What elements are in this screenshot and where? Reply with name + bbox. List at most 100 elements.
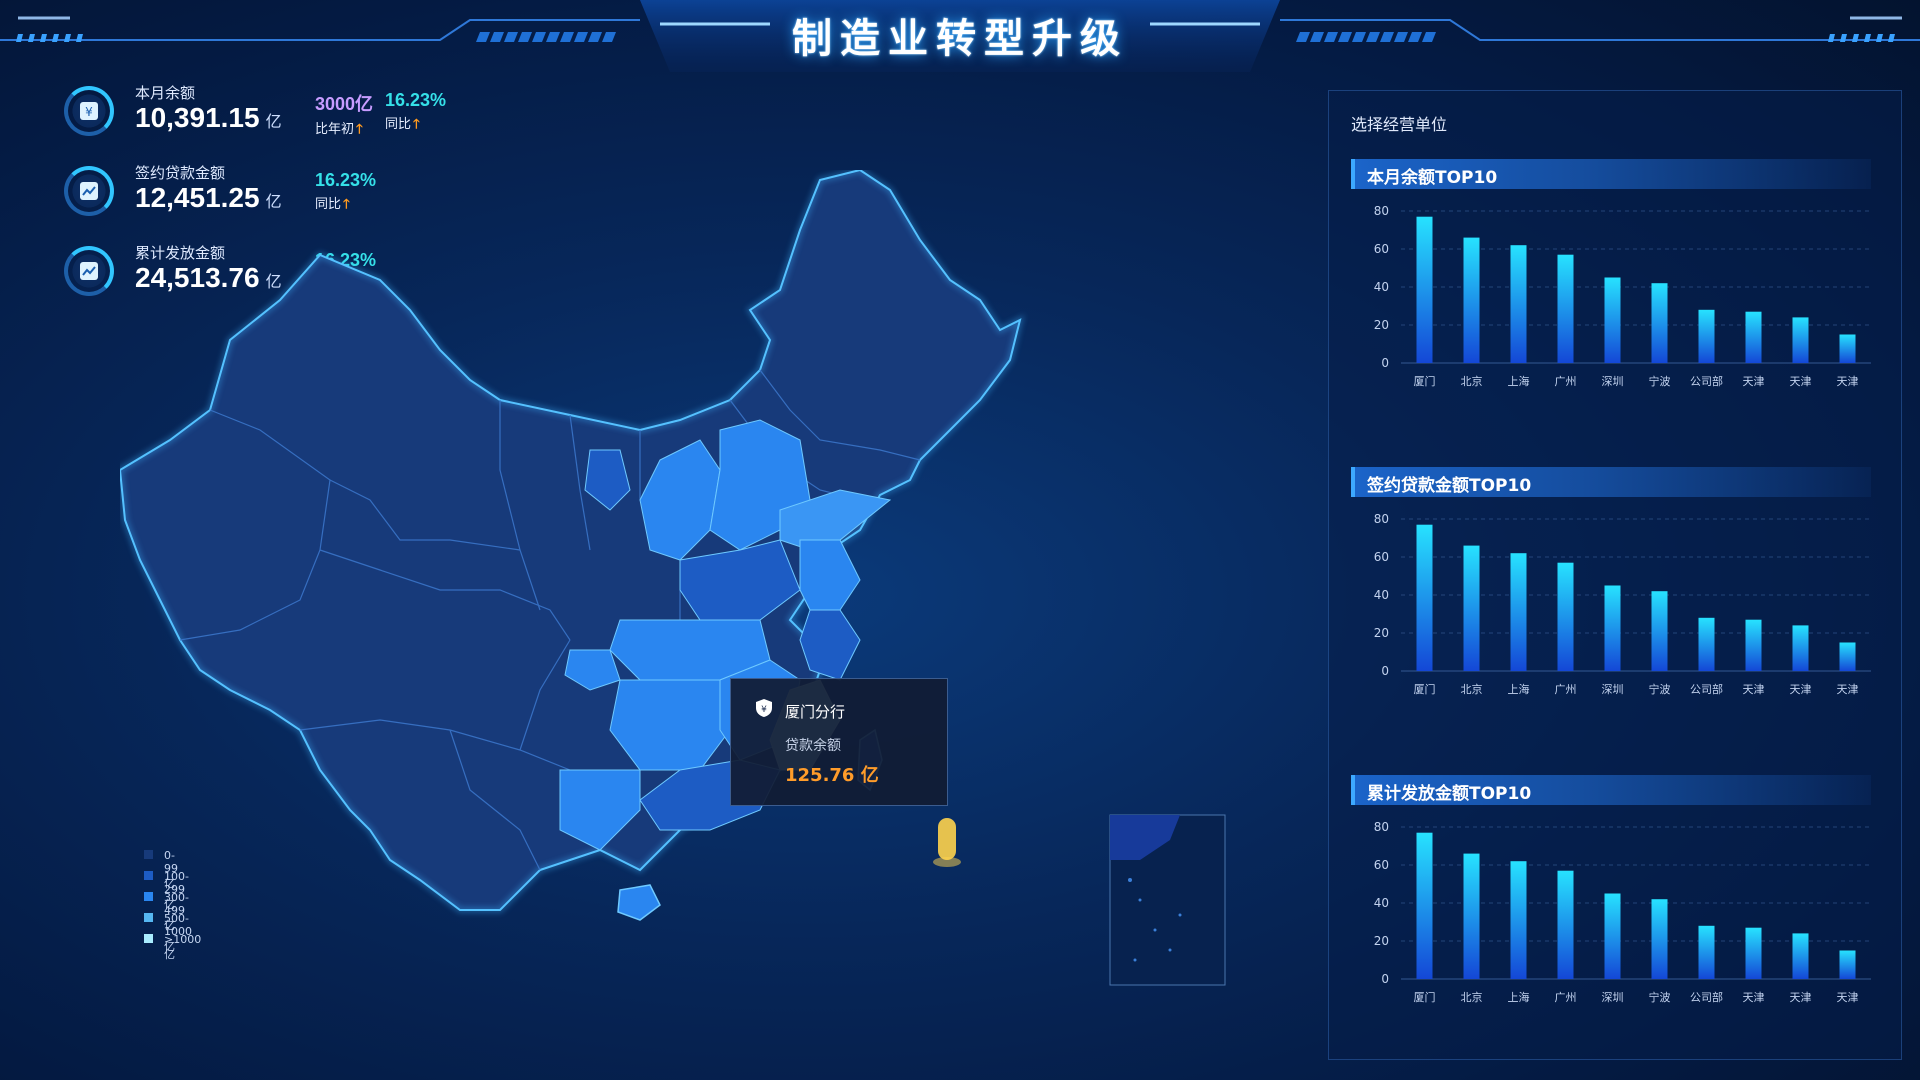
kpi-stat-yoy: 16.23% 同比🡑	[315, 170, 377, 212]
chart-title-bar: 本月余额TOP10	[1351, 159, 1871, 189]
chart-title: 签约贷款金额TOP10	[1367, 476, 1532, 496]
header-frame	[0, 0, 1920, 72]
bar[interactable]	[1698, 617, 1715, 671]
y-tick-label: 0	[1381, 972, 1389, 986]
china-map[interactable]	[120, 170, 1240, 1010]
bar[interactable]	[1745, 311, 1762, 363]
kpi-value: 12,451.25 亿	[135, 182, 282, 213]
y-tick-label: 20	[1374, 318, 1389, 332]
bar[interactable]	[1651, 591, 1668, 671]
kpi-label: 签约贷款金额	[135, 164, 226, 182]
bar[interactable]	[1745, 619, 1762, 671]
map-province-chongqing[interactable]	[564, 649, 621, 691]
bar[interactable]	[1698, 925, 1715, 979]
chart-trend-icon	[64, 166, 114, 216]
x-tick-label: 北京	[1461, 682, 1483, 696]
balance-icon: ¥	[64, 86, 114, 136]
tooltip-value: 125.76 亿	[785, 765, 879, 786]
x-tick-label: 天津	[1790, 375, 1812, 388]
bar-chart: 0 20 40 60 80 厦门 北京 上海 广州 深圳 宁波 公司部 天津 天津 天津	[1374, 512, 1871, 696]
chart-title: 本月余额TOP10	[1367, 168, 1498, 188]
y-tick-label: 80	[1374, 512, 1389, 526]
map-location-pin[interactable]	[933, 818, 961, 867]
bar[interactable]	[1651, 899, 1668, 979]
bar-chart: 0 20 40 60 80 厦门 北京 上海 广州 深圳 宁波 公司部 天津 天津 天津	[1374, 820, 1871, 1004]
bar[interactable]	[1557, 870, 1574, 979]
x-tick-label: 天津	[1790, 683, 1812, 696]
svg-text:¥: ¥	[761, 705, 767, 715]
bar[interactable]	[1557, 254, 1574, 363]
kpi-list: ¥ 本月余额 10,391.15 亿 3000亿 比年初 🡑 16.23% 同比 🡑 …	[60, 80, 520, 320]
y-tick-label: 0	[1381, 356, 1389, 370]
header: 制造业转型升级	[0, 0, 1920, 90]
bar[interactable]	[1745, 927, 1762, 979]
bar[interactable]	[1604, 893, 1621, 980]
bar[interactable]	[1792, 625, 1809, 671]
bar[interactable]	[1416, 216, 1433, 363]
x-tick-label: 广州	[1555, 683, 1577, 696]
map-province-jiangsu[interactable]	[799, 539, 861, 611]
bar[interactable]	[1510, 553, 1527, 671]
bar[interactable]	[1510, 245, 1527, 363]
bar[interactable]	[1604, 277, 1621, 364]
x-tick-label: 北京	[1461, 990, 1483, 1004]
bar[interactable]	[1792, 317, 1809, 363]
bar[interactable]	[1463, 545, 1480, 671]
map-province-henan[interactable]	[679, 539, 801, 621]
bar[interactable]	[1416, 524, 1433, 671]
bar[interactable]	[1463, 237, 1480, 363]
map-province-shanxi[interactable]	[639, 439, 721, 561]
ranking-panel: 选择经营单位 本月余额TOP10 0 20 40 60 80 厦门 北京 上海 广州 深圳 宁波 公司…	[1328, 90, 1902, 1060]
chart-cumulative-issued: 累计发放金额TOP10 0 20 40 60 80 厦门 北京 上海 广州 深圳 宁波 公司部 天津 天津…	[1351, 775, 1891, 1025]
shield-icon: ¥	[756, 699, 772, 717]
x-tick-label: 厦门	[1414, 682, 1436, 696]
map-province-ningxia[interactable]	[584, 449, 631, 511]
x-tick-label: 宁波	[1649, 682, 1671, 696]
chart-signed-loans: 签约贷款金额TOP10 0 20 40 60 80 厦门 北京 上海 广州 深圳 宁波 公司部 天津 天津…	[1351, 467, 1891, 717]
y-tick-label: 80	[1374, 820, 1389, 834]
x-tick-label: 天津	[1837, 375, 1859, 388]
bar[interactable]	[1839, 334, 1856, 364]
y-tick-label: 20	[1374, 626, 1389, 640]
bar[interactable]	[1651, 283, 1668, 363]
x-tick-label: 厦门	[1414, 374, 1436, 388]
kpi-cumulative-issued: 累计发放金额 24,513.76亿 16.23% 同比🡑	[60, 240, 520, 320]
y-tick-label: 20	[1374, 934, 1389, 948]
bar[interactable]	[1557, 562, 1574, 671]
bar[interactable]	[1839, 950, 1856, 980]
x-tick-label: 天津	[1837, 991, 1859, 1004]
kpi-label: 累计发放金额	[135, 244, 226, 262]
x-tick-label: 宁波	[1649, 990, 1671, 1004]
map-province-guangxi[interactable]	[559, 769, 641, 851]
business-unit-selector[interactable]: 选择经营单位	[1351, 115, 1448, 134]
bar[interactable]	[1463, 853, 1480, 979]
y-tick-label: 80	[1374, 204, 1389, 218]
kpi-monthly-balance: ¥ 本月余额 10,391.15 亿 3000亿 比年初 🡑 16.23% 同比 🡑	[60, 80, 520, 160]
chart-trend-icon	[64, 246, 114, 296]
kpi-signed-loans: 签约贷款金额 12,451.25 亿 16.23% 同比 🡑	[60, 160, 520, 240]
bar[interactable]	[1510, 861, 1527, 979]
bar[interactable]	[1698, 309, 1715, 363]
x-tick-label: 公司部	[1690, 682, 1723, 696]
x-tick-label: 深圳	[1602, 375, 1624, 388]
x-tick-label: 天津	[1837, 683, 1859, 696]
bar[interactable]	[1416, 832, 1433, 979]
bar[interactable]	[1839, 642, 1856, 672]
arrow-up-icon: 🡑	[413, 117, 420, 132]
tooltip-label: 贷款余额	[785, 738, 841, 754]
chart-monthly-balance: 本月余额TOP10 0 20 40 60 80 厦门 北京 上海 广州 深圳 宁波 公司部 天津 天津 天津	[1351, 159, 1891, 409]
chart-title-bar: 签约贷款金额TOP10	[1351, 467, 1871, 497]
x-tick-label: 深圳	[1602, 683, 1624, 696]
arrow-up-icon: 🡑	[356, 122, 363, 137]
bar[interactable]	[1604, 585, 1621, 672]
y-tick-label: 60	[1374, 242, 1389, 256]
x-tick-label: 广州	[1555, 991, 1577, 1004]
bar[interactable]	[1792, 933, 1809, 979]
x-tick-label: 厦门	[1414, 990, 1436, 1004]
y-tick-label: 40	[1374, 896, 1389, 910]
south-china-sea-inset	[1109, 814, 1226, 986]
kpi-value: 10,391.15 亿	[135, 102, 282, 133]
map-island-hainan[interactable]	[617, 884, 661, 921]
kpi-label: 本月余额	[135, 84, 196, 102]
y-tick-label: 40	[1374, 280, 1389, 294]
